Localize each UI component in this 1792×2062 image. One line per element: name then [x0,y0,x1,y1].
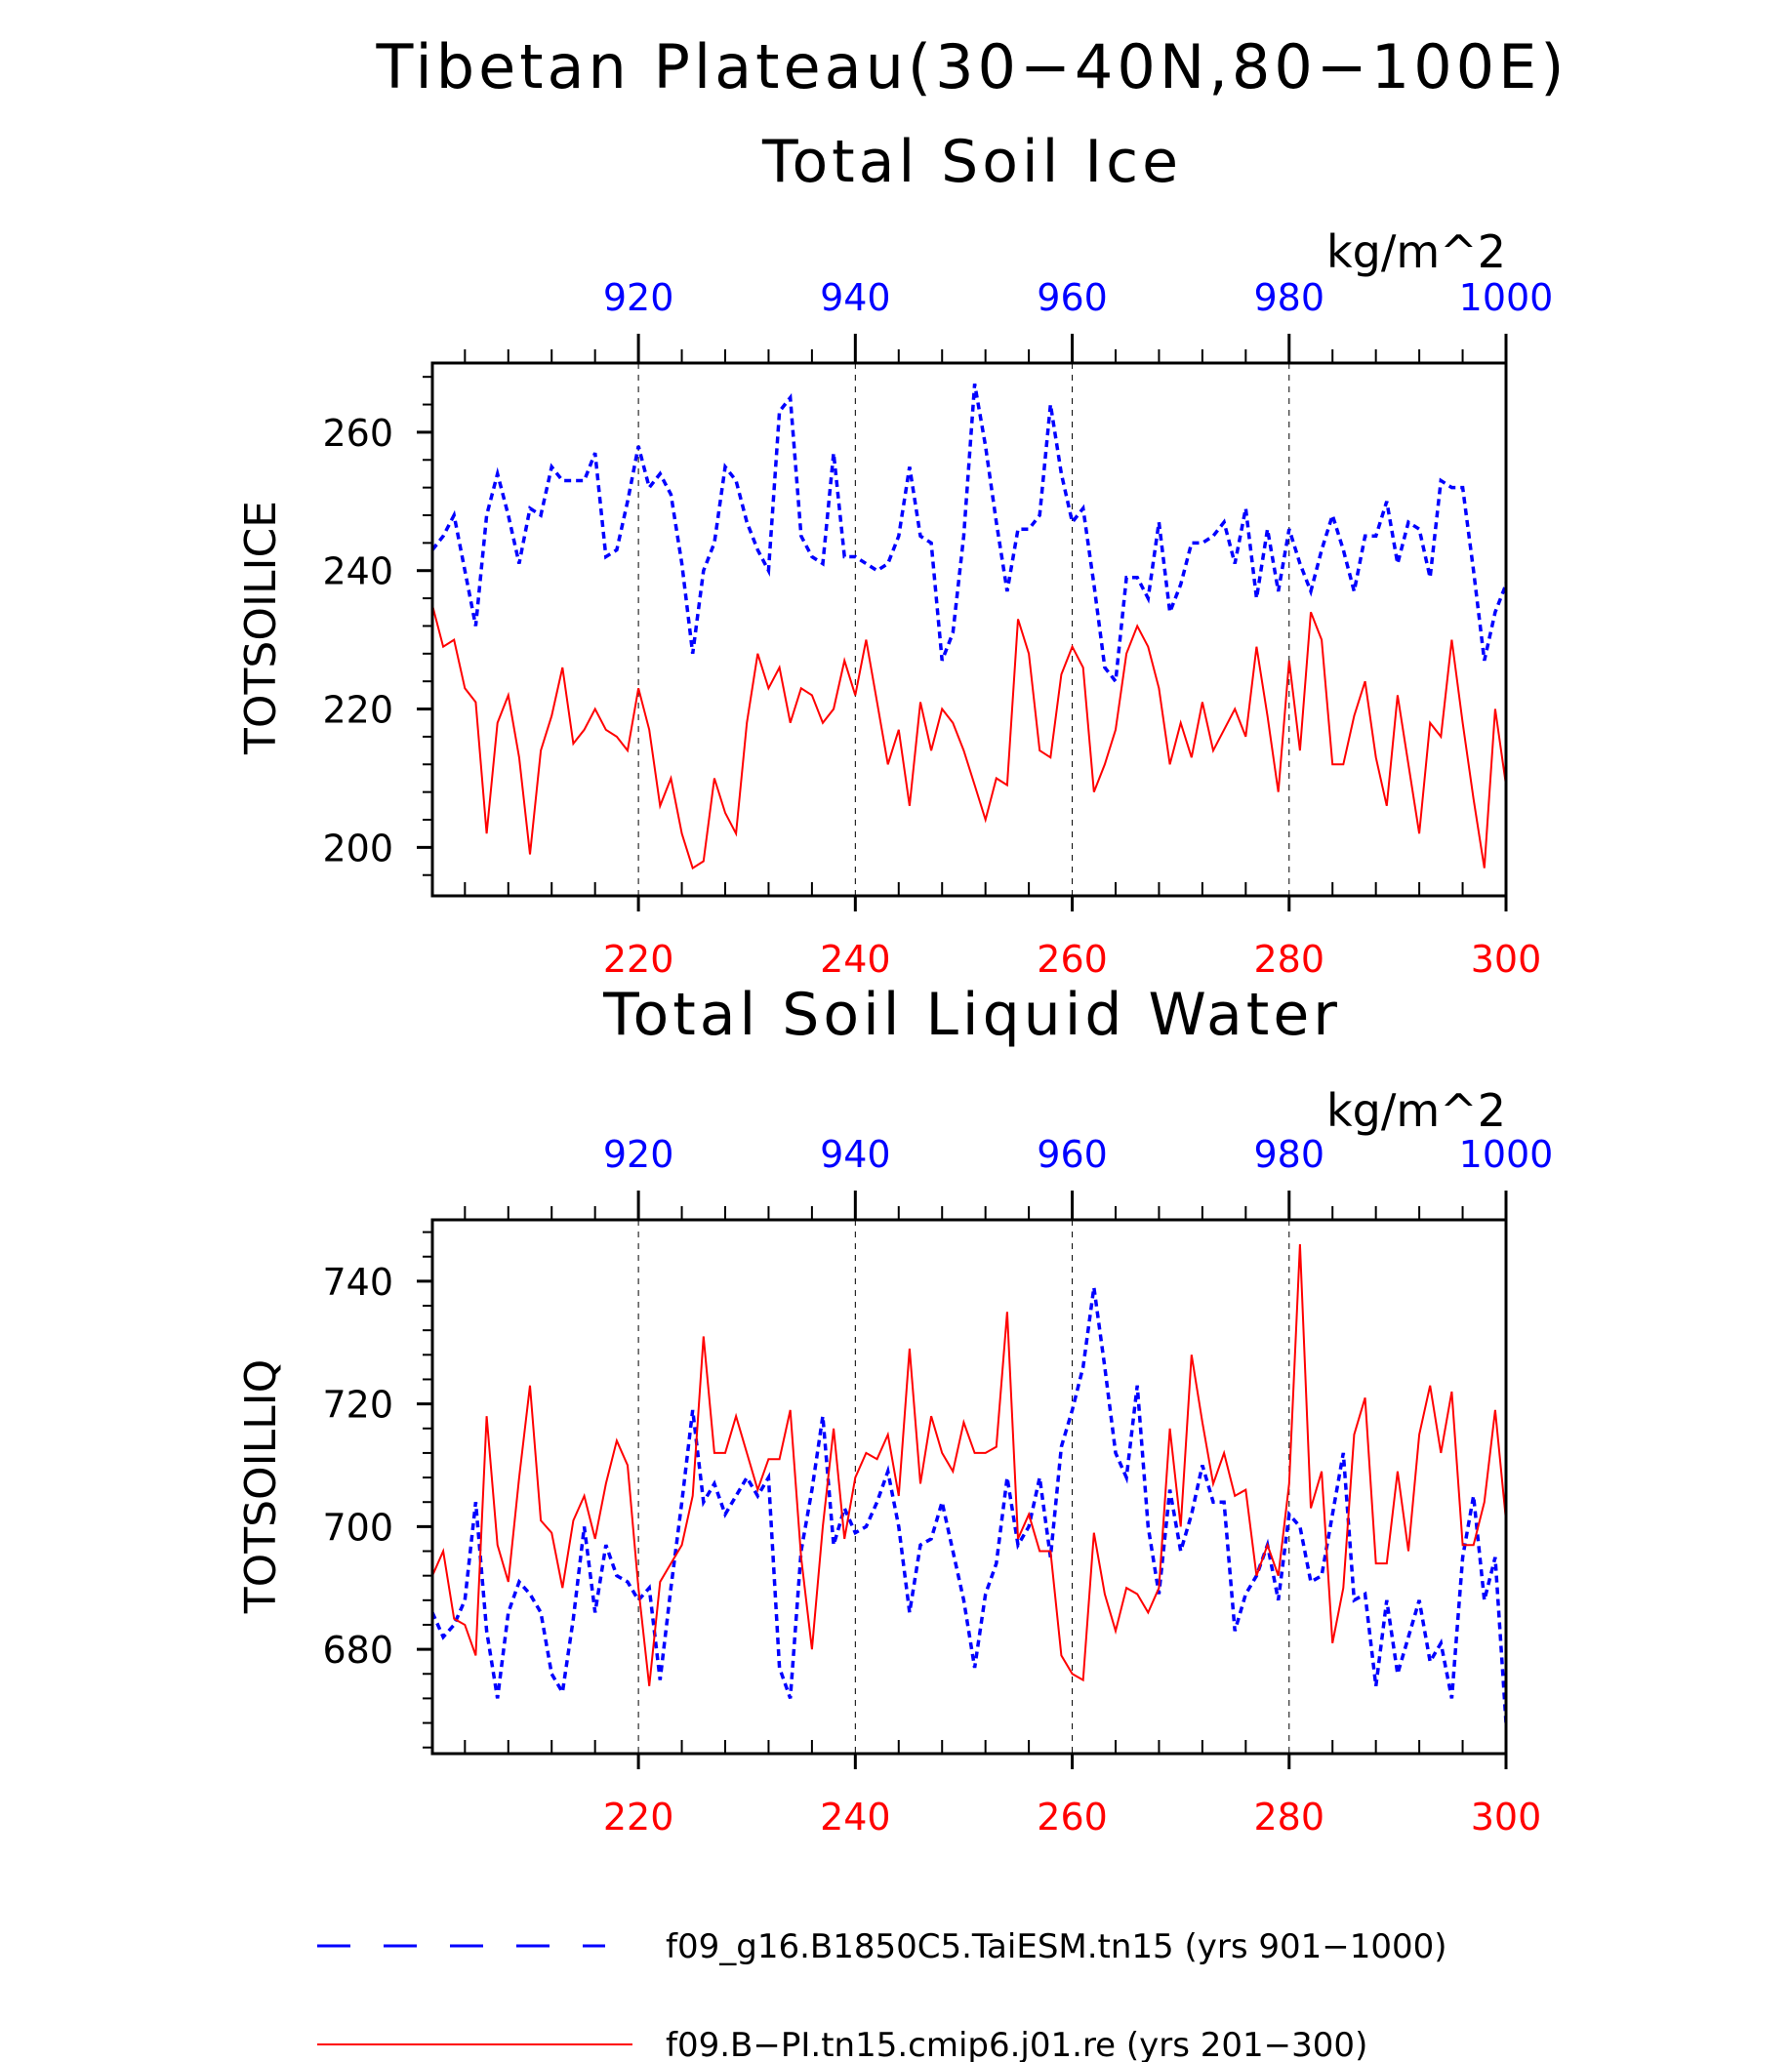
y-tick-label: 720 [322,1384,393,1427]
series-line-cmip6 [432,1244,1506,1686]
panel-title: Total Soil Ice [761,128,1182,196]
x-tick-label-bottom: 280 [1254,938,1325,981]
plot-frame [430,361,1508,898]
x-tick-label-top: 1000 [1459,1133,1554,1176]
x-tick-label-top: 1000 [1459,276,1554,319]
x-tick-label-bottom: 300 [1471,938,1542,981]
y-axis-label: TOTSOILLIQ [236,1359,286,1615]
y-axis-label: TOTSOILICE [236,501,286,755]
x-tick-label-top: 940 [820,276,891,319]
figure-title: Tibetan Plateau(30−40N,80−100E) [376,31,1568,102]
y-tick-label: 220 [322,689,393,732]
panel-total-soil-ice: Total Soil Ice kg/m^2 TOTSOILICE 220 240 2… [236,128,1553,981]
x-tick-label-bottom: 260 [1037,1796,1108,1839]
y-tick-label: 260 [322,412,393,455]
x-tick-label-top: 920 [603,276,674,319]
y-tick-label: 200 [322,827,393,869]
panel-title: Total Soil Liquid Water [602,981,1341,1049]
series-line-cmip6 [432,604,1506,870]
x-tick-label-top: 960 [1037,276,1108,319]
x-tick-label-bottom: 240 [820,1796,891,1839]
units-label: kg/m^2 [1326,1084,1506,1137]
x-tick-label-bottom: 220 [603,1796,674,1839]
x-tick-label-bottom: 300 [1471,1796,1542,1839]
x-tick-label-bottom: 240 [820,938,891,981]
y-tick-label: 240 [322,550,393,593]
x-tick-label-top: 960 [1037,1133,1108,1176]
panel-total-soil-liquid-water: Total Soil Liquid Water kg/m^2 TOTSOILLI… [236,981,1553,1839]
units-label: kg/m^2 [1326,225,1506,278]
y-tick-label: 700 [322,1506,393,1549]
legend-label-taiesm: f09_g16.B1850C5.TaiESM.tn15 (yrs 901−100… [666,1927,1447,1966]
series-line-taiesm [432,384,1506,686]
plot-frame [430,1218,1508,1756]
y-tick-label: 680 [322,1629,393,1672]
x-tick-label-top: 980 [1254,1133,1325,1176]
series-line-taiesm [432,1286,1506,1723]
x-tick-label-top: 980 [1254,276,1325,319]
x-tick-label-top: 920 [603,1133,674,1176]
legend-label-cmip6: f09.B−PI.tn15.cmip6.j01.re (yrs 201−300) [666,2026,1367,2062]
x-tick-label-top: 940 [820,1133,891,1176]
x-tick-label-bottom: 220 [603,938,674,981]
x-tick-label-bottom: 280 [1254,1796,1325,1839]
x-tick-label-bottom: 260 [1037,938,1108,981]
legend: f09_g16.B1850C5.TaiESM.tn15 (yrs 901−100… [317,1927,1447,2062]
y-tick-label: 740 [322,1261,393,1304]
